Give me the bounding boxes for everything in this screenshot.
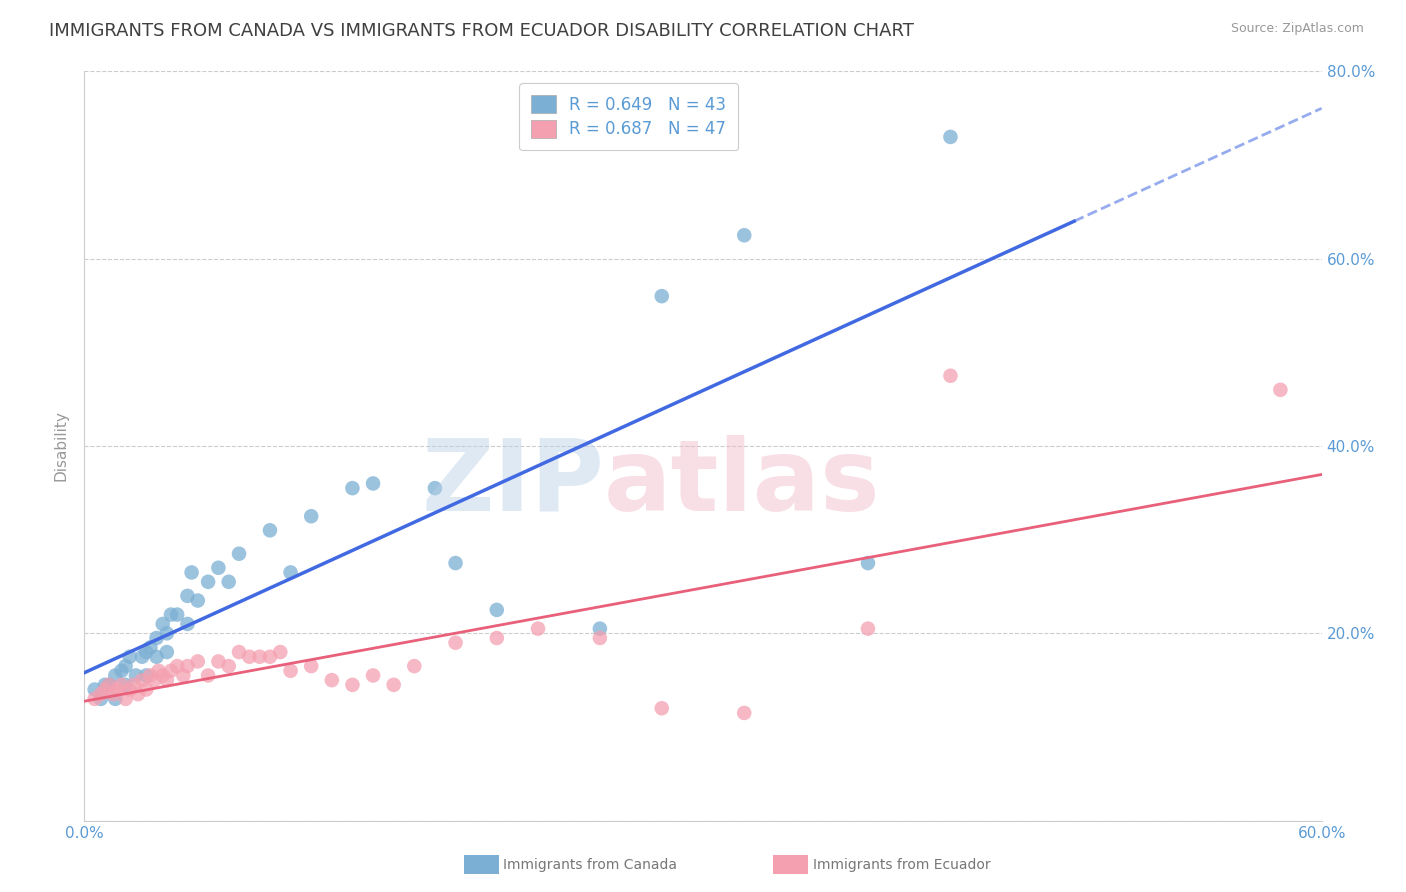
Point: [249, 649, 271, 664]
Point: [589, 631, 612, 645]
Point: [280, 664, 302, 678]
Point: [166, 607, 188, 622]
Point: [114, 692, 136, 706]
Point: [733, 706, 755, 720]
Point: [83, 692, 105, 706]
Text: Source: ZipAtlas.com: Source: ZipAtlas.com: [1230, 22, 1364, 36]
Point: [118, 682, 141, 697]
Point: [228, 547, 250, 561]
Point: [110, 678, 132, 692]
Point: [361, 668, 384, 682]
Point: [160, 664, 183, 678]
Point: [172, 668, 194, 682]
Text: atlas: atlas: [605, 435, 880, 532]
Point: [176, 659, 198, 673]
Point: [131, 649, 153, 664]
Point: [104, 668, 127, 682]
Point: [485, 631, 508, 645]
Point: [342, 678, 364, 692]
Point: [651, 289, 673, 303]
Point: [321, 673, 343, 688]
Point: [485, 603, 508, 617]
Point: [122, 678, 145, 692]
Point: [160, 607, 183, 622]
Point: [148, 664, 170, 678]
Point: [145, 631, 167, 645]
Point: [280, 566, 302, 580]
Point: [939, 368, 962, 383]
Point: [259, 649, 281, 664]
Text: Immigrants from Canada: Immigrants from Canada: [503, 858, 678, 872]
Point: [382, 678, 405, 692]
Point: [180, 566, 202, 580]
Point: [131, 673, 153, 688]
Point: [152, 617, 174, 632]
Point: [114, 678, 136, 692]
Point: [90, 687, 112, 701]
Point: [856, 622, 879, 636]
Point: [83, 682, 105, 697]
Point: [125, 668, 148, 682]
Point: [651, 701, 673, 715]
Point: [361, 476, 384, 491]
Point: [118, 649, 141, 664]
Point: [299, 509, 322, 524]
Point: [207, 561, 229, 575]
Point: [139, 668, 162, 682]
Point: [404, 659, 426, 673]
Point: [197, 668, 219, 682]
Point: [94, 678, 117, 692]
Point: [228, 645, 250, 659]
Point: [127, 687, 149, 701]
Point: [156, 673, 179, 688]
Point: [856, 556, 879, 570]
Point: [135, 682, 157, 697]
Point: [139, 640, 162, 655]
Point: [98, 678, 121, 692]
Point: [166, 659, 188, 673]
Text: Immigrants from Ecuador: Immigrants from Ecuador: [813, 858, 990, 872]
Point: [218, 574, 240, 589]
Point: [110, 664, 132, 678]
Point: [939, 130, 962, 145]
Point: [259, 524, 281, 538]
Point: [103, 687, 125, 701]
Point: [135, 668, 157, 682]
Point: [98, 678, 121, 692]
Point: [527, 622, 550, 636]
Point: [114, 659, 136, 673]
Point: [444, 635, 467, 649]
Point: [218, 659, 240, 673]
Point: [238, 649, 260, 664]
Text: IMMIGRANTS FROM CANADA VS IMMIGRANTS FROM ECUADOR DISABILITY CORRELATION CHART: IMMIGRANTS FROM CANADA VS IMMIGRANTS FRO…: [49, 22, 914, 40]
Point: [176, 617, 198, 632]
Point: [1270, 383, 1292, 397]
Y-axis label: Disability: Disability: [53, 410, 69, 482]
Point: [423, 481, 446, 495]
Point: [156, 626, 179, 640]
Point: [299, 659, 322, 673]
Point: [589, 622, 612, 636]
Point: [90, 692, 112, 706]
Point: [269, 645, 291, 659]
Point: [197, 574, 219, 589]
Point: [187, 655, 209, 669]
Point: [176, 589, 198, 603]
Point: [104, 692, 127, 706]
Point: [733, 228, 755, 243]
Point: [135, 645, 157, 659]
Point: [152, 668, 174, 682]
Point: [143, 673, 166, 688]
Point: [156, 645, 179, 659]
Point: [145, 649, 167, 664]
Point: [207, 655, 229, 669]
Text: ZIP: ZIP: [422, 435, 605, 532]
Point: [105, 682, 128, 697]
Point: [444, 556, 467, 570]
Point: [342, 481, 364, 495]
Legend: R = 0.649   N = 43, R = 0.687   N = 47: R = 0.649 N = 43, R = 0.687 N = 47: [519, 84, 738, 150]
Point: [94, 682, 117, 697]
Point: [187, 593, 209, 607]
